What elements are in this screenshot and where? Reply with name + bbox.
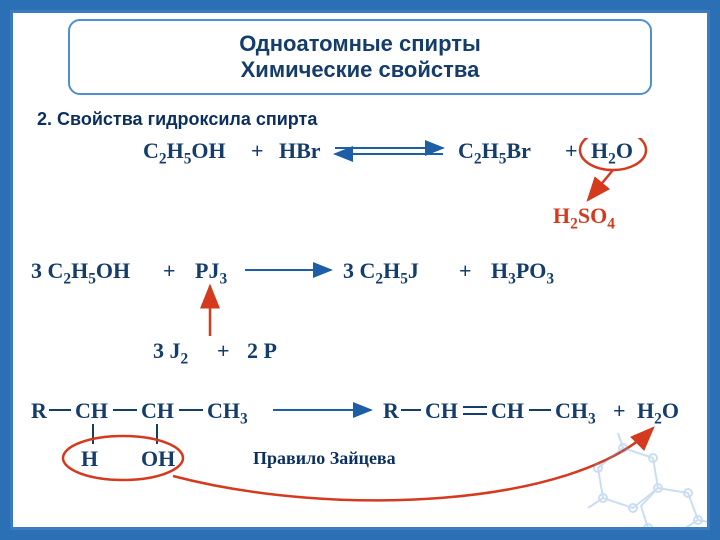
red-arrow-to-h2so4: [588, 170, 613, 200]
circle-h2o: [580, 138, 646, 170]
title-tab: Одноатомные спирты Химические свойства: [68, 19, 652, 95]
background-molecule-icon: [563, 428, 710, 530]
title-line-1: Одноатомные спирты: [239, 31, 481, 57]
chemistry-area: C2H5OH + HBr C2H5Br + H2O H2SO4 3 C2H5OH…: [13, 138, 710, 530]
title-line-2: Химические свойства: [241, 57, 480, 83]
outer-frame: Одноатомные спирты Химические свойства 2…: [0, 0, 720, 540]
circle-h-oh: [63, 436, 183, 480]
inner-frame: Одноатомные спирты Химические свойства 2…: [10, 10, 710, 530]
section-subhead: 2. Свойства гидроксила спирта: [37, 109, 707, 130]
